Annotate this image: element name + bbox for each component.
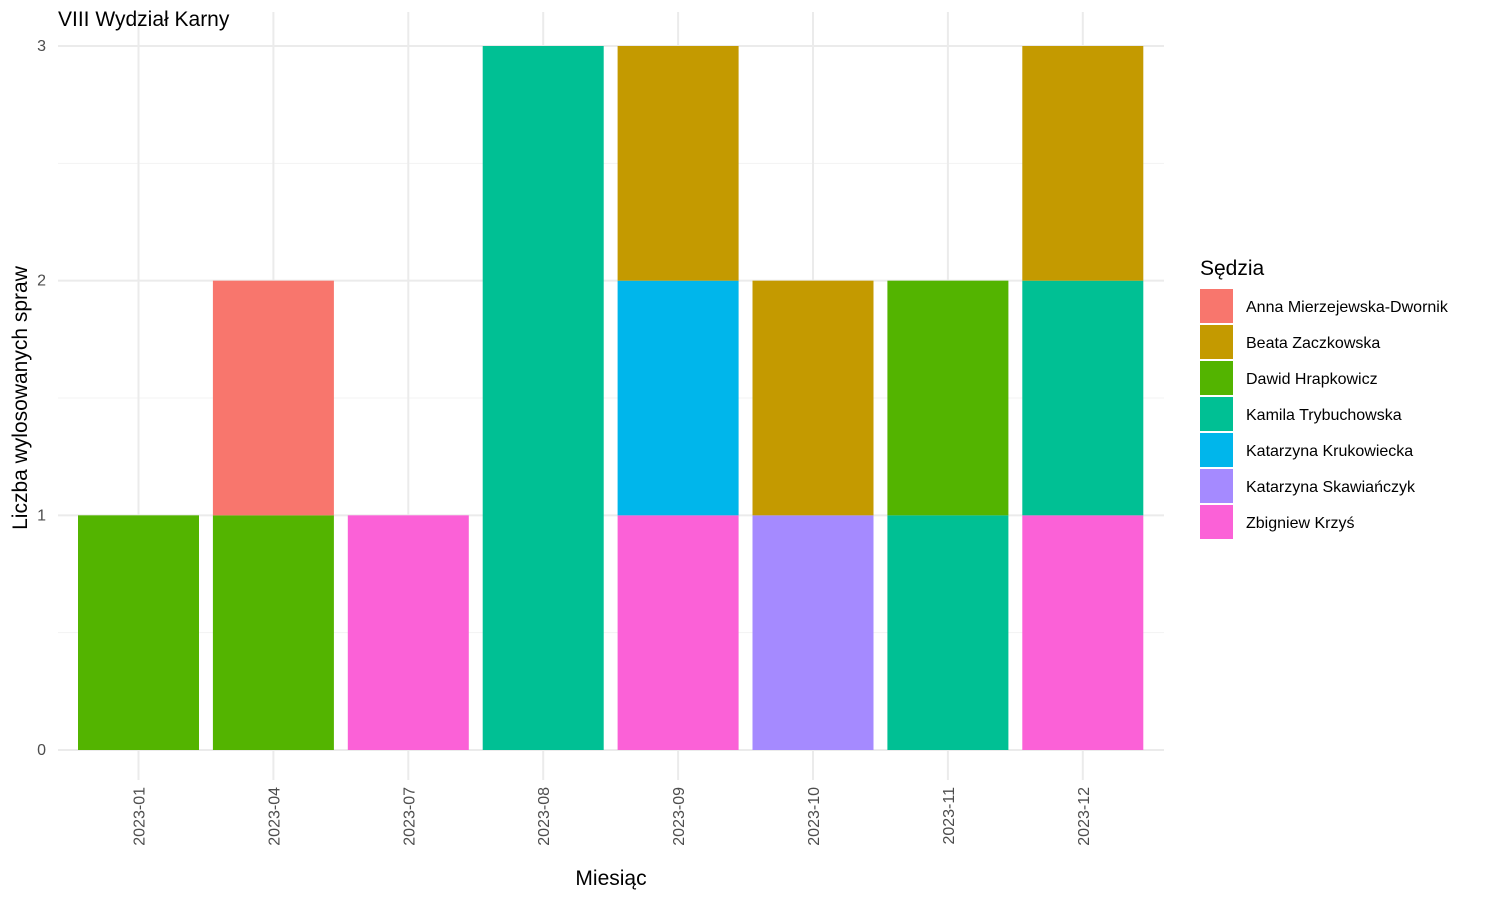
legend-swatch <box>1200 289 1233 323</box>
legend-items: Anna Mierzejewska-Dwornik Beata Zaczkowsk… <box>1200 289 1449 539</box>
y-tick-label: 1 <box>37 507 46 524</box>
legend-item: Kamila Trybuchowska <box>1200 397 1402 431</box>
chart-title: VIII Wydział Karny <box>58 8 230 31</box>
legend-swatch <box>1200 433 1233 467</box>
legend-item: Beata Zaczkowska <box>1200 325 1380 359</box>
bar-segment <box>752 280 874 516</box>
legend-swatch <box>1200 505 1233 539</box>
legend: Sędzia Anna Mierzejewska-Dwornik Beata Za… <box>1200 257 1449 539</box>
x-tick-label: 2023-10 <box>806 787 823 846</box>
legend-label: Dawid Hrapkowicz <box>1246 371 1378 388</box>
x-tick-label: 2023-12 <box>1076 787 1093 846</box>
legend-label: Kamila Trybuchowska <box>1246 407 1402 424</box>
legend-label: Anna Mierzejewska-Dwornik <box>1246 299 1449 316</box>
legend-label: Katarzyna Skawiańczyk <box>1246 479 1416 496</box>
y-tick-label: 0 <box>37 742 46 759</box>
legend-item: Katarzyna Krukowiecka <box>1200 433 1413 467</box>
legend-label: Zbigniew Krzyś <box>1246 515 1354 532</box>
bars-layer <box>78 46 1144 750</box>
x-tick-label: 2023-04 <box>266 787 283 846</box>
legend-label: Katarzyna Krukowiecka <box>1246 443 1413 460</box>
y-axis-title: Liczba wylosowanych spraw <box>9 265 32 530</box>
legend-item: Dawid Hrapkowicz <box>1200 361 1378 395</box>
x-tick-label: 2023-11 <box>941 787 958 845</box>
bar-segment <box>617 280 739 516</box>
bar-segment <box>482 46 604 750</box>
x-axis-title: Miesiąc <box>575 867 646 890</box>
legend-swatch <box>1200 361 1233 395</box>
bar-segment <box>212 515 334 750</box>
bar-segment <box>347 515 469 750</box>
legend-item: Katarzyna Skawiańczyk <box>1200 469 1416 503</box>
y-axis-ticks: 0 1 2 3 <box>37 38 46 759</box>
legend-swatch <box>1200 469 1233 503</box>
y-tick-label: 2 <box>37 273 46 290</box>
x-tick-label: 2023-07 <box>401 787 418 846</box>
bar-segment <box>78 515 199 750</box>
legend-item: Zbigniew Krzyś <box>1200 505 1354 539</box>
bar-segment <box>212 280 334 516</box>
bar-segment <box>617 515 739 750</box>
bar-segment <box>752 515 874 750</box>
bar-segment <box>1022 280 1144 516</box>
x-tick-label: 2023-09 <box>671 787 688 846</box>
bar-segment <box>887 280 1009 516</box>
legend-title: Sędzia <box>1200 257 1265 280</box>
x-tick-label: 2023-01 <box>132 787 149 846</box>
legend-swatch <box>1200 325 1233 359</box>
x-axis-ticks: 2023-01 2023-04 2023-07 2023-08 2023-09 2023-… <box>132 787 1093 846</box>
legend-label: Beata Zaczkowska <box>1246 335 1380 352</box>
bar-segment <box>1022 46 1144 281</box>
x-tick-label: 2023-08 <box>536 787 553 846</box>
bar-segment <box>617 46 739 281</box>
legend-swatch <box>1200 397 1233 431</box>
bar-segment <box>1022 515 1144 750</box>
legend-item: Anna Mierzejewska-Dwornik <box>1200 289 1449 323</box>
y-tick-label: 3 <box>37 38 46 55</box>
bar-segment <box>887 515 1009 750</box>
